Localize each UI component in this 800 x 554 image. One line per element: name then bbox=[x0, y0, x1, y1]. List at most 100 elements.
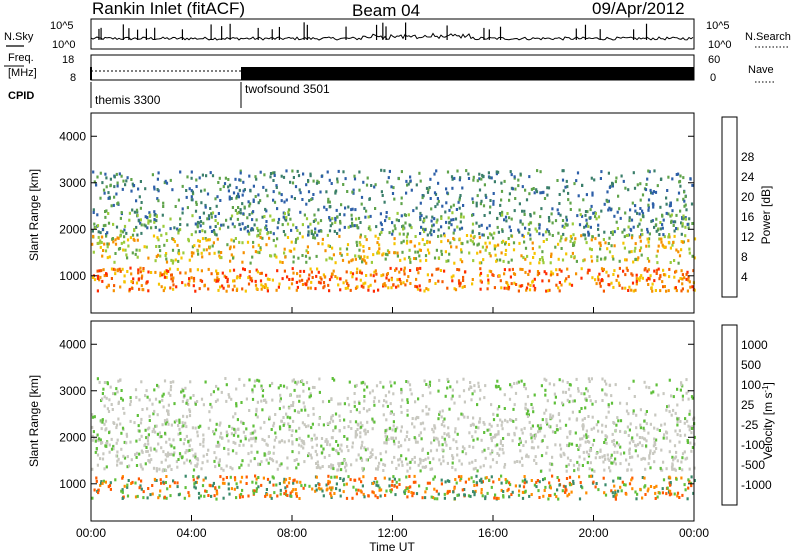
data-cell bbox=[392, 439, 396, 443]
data-cell bbox=[97, 230, 100, 234]
data-cell bbox=[425, 186, 429, 190]
data-cell bbox=[248, 213, 251, 217]
data-cell bbox=[208, 252, 211, 256]
data-cell bbox=[604, 424, 607, 428]
data-cell bbox=[310, 438, 313, 442]
data-cell bbox=[244, 289, 247, 293]
data-cell bbox=[147, 289, 150, 293]
data-cell bbox=[601, 423, 604, 427]
data-cell bbox=[521, 268, 524, 271]
data-cell bbox=[360, 480, 363, 484]
data-cell bbox=[493, 247, 496, 251]
data-cell bbox=[204, 230, 207, 234]
data-cell bbox=[288, 428, 291, 432]
data-cell bbox=[486, 226, 489, 230]
data-cell bbox=[316, 233, 319, 237]
data-cell bbox=[124, 183, 127, 187]
data-cell bbox=[499, 418, 502, 422]
data-cell bbox=[522, 490, 526, 494]
data-cell bbox=[573, 255, 576, 259]
data-cell bbox=[278, 425, 282, 429]
data-cell bbox=[585, 436, 588, 440]
data-cell bbox=[274, 413, 277, 416]
data-cell bbox=[310, 232, 313, 235]
data-cell bbox=[578, 463, 581, 467]
data-cell bbox=[210, 272, 213, 276]
data-cell bbox=[295, 238, 298, 242]
data-cell bbox=[219, 421, 222, 425]
data-cell bbox=[509, 418, 512, 422]
data-cell bbox=[508, 397, 512, 401]
data-cell bbox=[98, 241, 101, 245]
data-cell bbox=[325, 190, 328, 194]
data-cell bbox=[227, 185, 230, 189]
data-cell bbox=[661, 243, 664, 247]
data-cell bbox=[480, 491, 483, 495]
data-cell bbox=[583, 258, 586, 262]
data-cell bbox=[314, 287, 317, 291]
data-cell bbox=[502, 490, 505, 493]
data-cell bbox=[285, 412, 288, 416]
data-cell bbox=[192, 192, 195, 196]
data-cell bbox=[317, 463, 320, 467]
data-cell bbox=[419, 461, 422, 465]
data-cell bbox=[599, 247, 602, 251]
data-cell bbox=[101, 235, 104, 239]
data-cell bbox=[296, 169, 299, 173]
data-cell bbox=[125, 231, 128, 235]
data-cell bbox=[650, 391, 653, 395]
data-cell bbox=[253, 430, 256, 434]
data-cell bbox=[112, 240, 115, 244]
data-cell bbox=[163, 286, 166, 290]
data-cell bbox=[347, 260, 351, 264]
data-cell bbox=[378, 461, 381, 465]
data-cell bbox=[177, 198, 180, 202]
data-cell bbox=[131, 208, 134, 212]
data-cell bbox=[275, 186, 278, 189]
data-cell bbox=[165, 475, 168, 478]
data-cell bbox=[146, 449, 149, 453]
data-cell bbox=[214, 197, 217, 201]
data-cell bbox=[601, 377, 604, 381]
data-cell bbox=[356, 267, 359, 271]
data-cell bbox=[160, 481, 163, 485]
data-cell bbox=[661, 491, 664, 495]
data-cell bbox=[138, 287, 141, 291]
data-cell bbox=[549, 413, 552, 417]
data-cell bbox=[305, 217, 309, 221]
data-cell bbox=[201, 237, 205, 241]
data-cell bbox=[481, 494, 484, 498]
data-cell bbox=[545, 272, 548, 276]
data-cell bbox=[116, 181, 119, 185]
data-cell bbox=[371, 490, 374, 494]
data-cell bbox=[142, 490, 145, 494]
data-cell bbox=[409, 388, 412, 392]
data-cell bbox=[182, 251, 185, 255]
data-cell bbox=[292, 488, 295, 492]
data-cell bbox=[660, 240, 663, 244]
data-cell bbox=[558, 419, 562, 423]
data-cell bbox=[443, 437, 446, 441]
data-cell bbox=[227, 284, 230, 288]
data-cell bbox=[97, 439, 100, 443]
data-cell bbox=[179, 228, 182, 232]
data-cell bbox=[331, 222, 334, 226]
data-cell bbox=[367, 226, 370, 230]
data-cell bbox=[360, 381, 363, 385]
data-cell bbox=[440, 249, 443, 253]
data-cell bbox=[508, 495, 511, 499]
data-cell bbox=[499, 441, 502, 445]
data-cell bbox=[275, 255, 278, 259]
data-cell bbox=[262, 476, 265, 480]
data-cell bbox=[114, 392, 117, 396]
data-cell bbox=[221, 284, 224, 288]
data-cell bbox=[179, 431, 182, 435]
data-cell bbox=[507, 283, 510, 287]
data-cell bbox=[359, 243, 362, 247]
data-cell bbox=[123, 484, 126, 488]
data-cell bbox=[251, 431, 254, 435]
data-cell bbox=[159, 274, 162, 278]
data-cell bbox=[388, 250, 391, 254]
data-cell bbox=[120, 461, 123, 465]
data-cell bbox=[474, 459, 477, 462]
